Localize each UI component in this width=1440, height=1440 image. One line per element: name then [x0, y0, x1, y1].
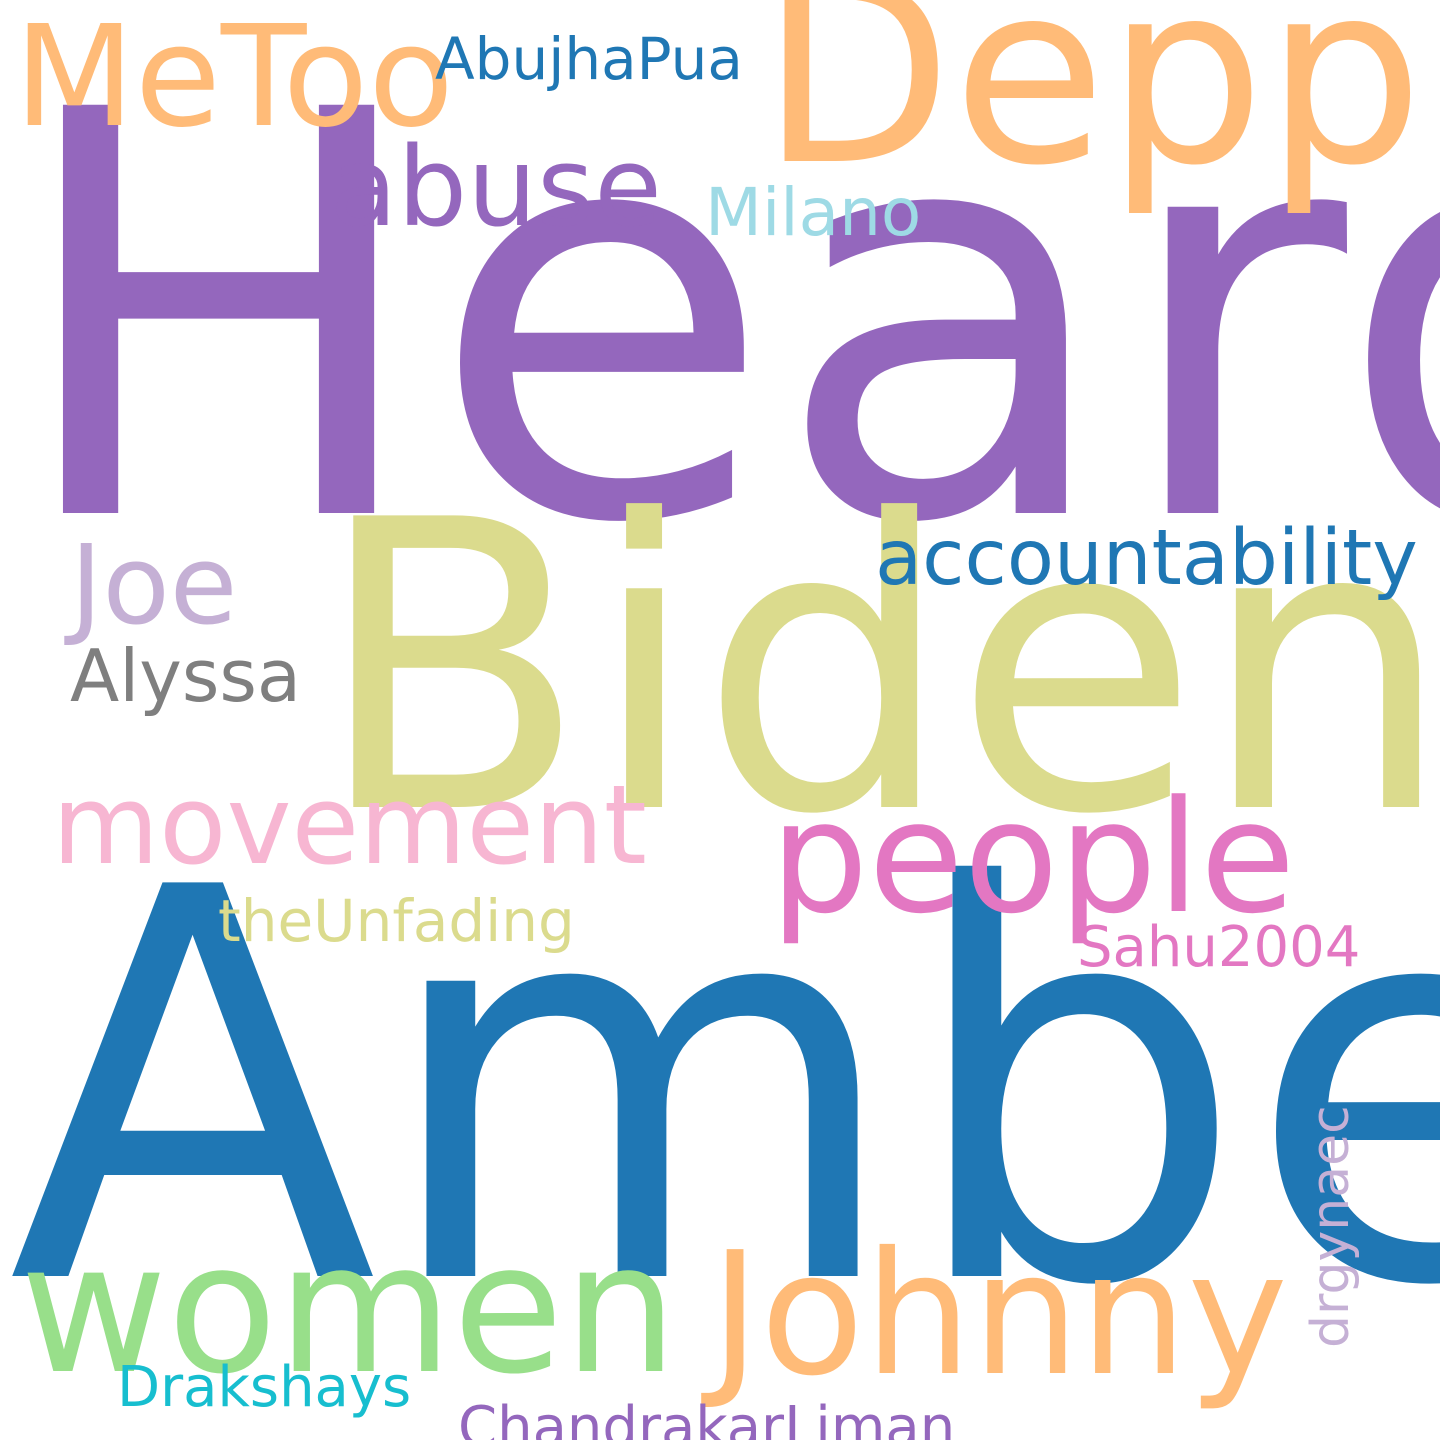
word-abuse: abuse — [330, 123, 662, 251]
word-women: women — [20, 1205, 678, 1414]
word-heard: Heard — [8, 0, 1440, 646]
word-biden: Biden — [314, 437, 1440, 902]
word-alyssa: Alyssa — [70, 634, 302, 718]
word-joe: Joe — [70, 521, 238, 649]
word-sahu2004: Sahu2004 — [1077, 915, 1361, 980]
word-people: people — [770, 767, 1296, 948]
word-accountability: accountability — [875, 514, 1418, 603]
word-chandrakarliman: ChandrakarLiman — [458, 1395, 956, 1440]
word-drgynaec: drgynaec — [1301, 1105, 1361, 1348]
word-metoo: MeToo — [14, 0, 454, 159]
word-amber: Amber — [8, 776, 1440, 1404]
word-milano: Milano — [705, 174, 922, 251]
word-movement: movement — [52, 761, 647, 889]
word-depp: Depp — [760, 0, 1424, 220]
word-johnny: Johnny — [710, 1216, 1288, 1414]
word-abujhapua: AbujhaPua — [435, 25, 743, 93]
word-drakshays: Drakshays — [117, 1355, 412, 1420]
word-theunfading: theUnfading — [218, 887, 575, 955]
